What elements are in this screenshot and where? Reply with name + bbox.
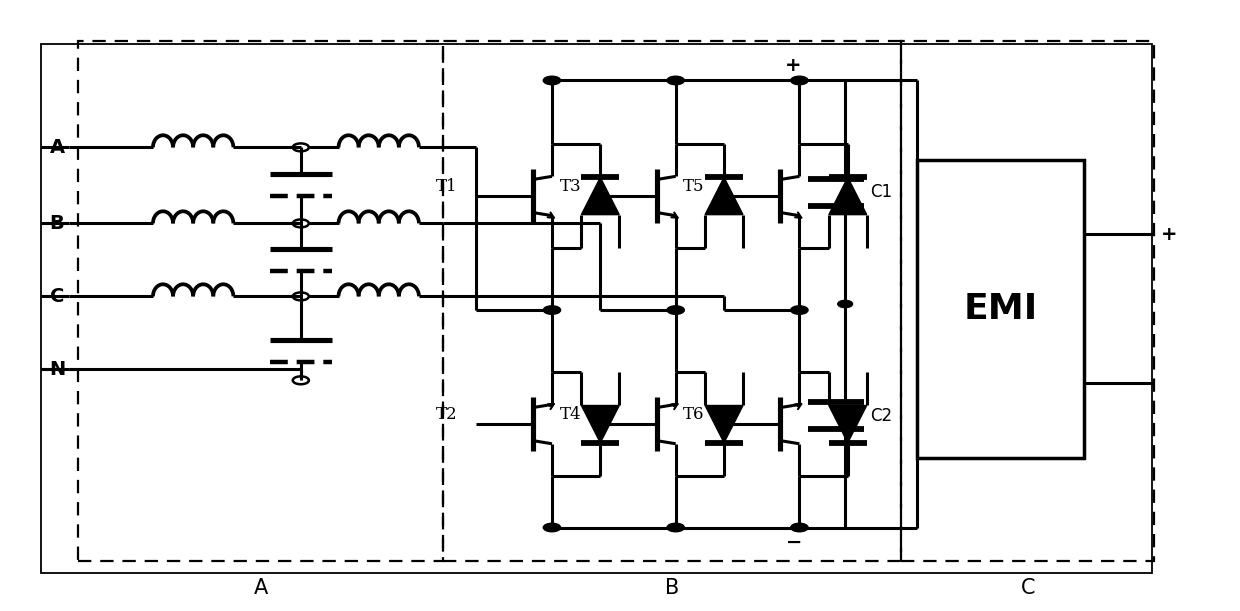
Circle shape: [543, 306, 560, 314]
Text: A: A: [253, 579, 268, 598]
Text: −: −: [785, 533, 802, 552]
Circle shape: [791, 523, 808, 532]
Text: C1: C1: [870, 183, 892, 201]
Text: B: B: [50, 214, 64, 233]
Text: C: C: [50, 287, 64, 306]
Polygon shape: [582, 406, 619, 443]
Polygon shape: [706, 177, 743, 214]
Circle shape: [667, 523, 684, 532]
Circle shape: [543, 76, 560, 85]
Polygon shape: [828, 177, 867, 214]
Text: C2: C2: [870, 407, 892, 425]
Text: C: C: [1021, 579, 1035, 598]
Circle shape: [667, 306, 684, 314]
Circle shape: [791, 76, 808, 85]
Circle shape: [543, 523, 560, 532]
Text: T2: T2: [435, 406, 458, 423]
Circle shape: [791, 306, 808, 314]
Text: B: B: [665, 579, 680, 598]
Polygon shape: [828, 406, 867, 443]
Circle shape: [838, 301, 853, 307]
Text: T1: T1: [435, 178, 458, 195]
Text: T5: T5: [683, 178, 704, 195]
Text: N: N: [48, 360, 66, 379]
Polygon shape: [706, 406, 743, 443]
Text: T6: T6: [683, 406, 704, 423]
Text: A: A: [50, 138, 64, 157]
Text: T3: T3: [559, 178, 582, 195]
Text: EMI: EMI: [963, 291, 1038, 326]
Polygon shape: [582, 177, 619, 214]
Text: +: +: [1161, 224, 1177, 244]
Text: T4: T4: [559, 406, 582, 423]
Circle shape: [667, 76, 684, 85]
Text: +: +: [785, 56, 802, 75]
